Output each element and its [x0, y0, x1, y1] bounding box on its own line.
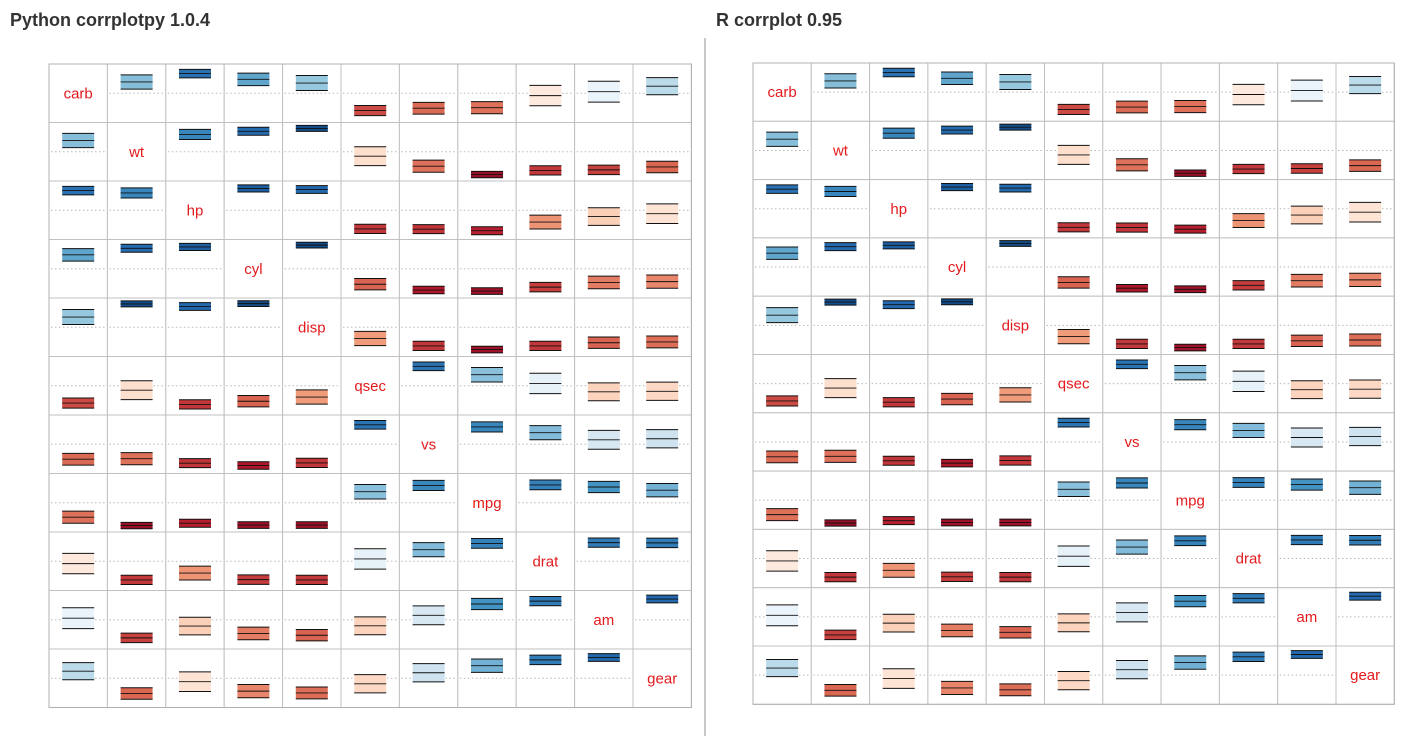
- right-cell: [752, 120, 812, 181]
- left-cell: [106, 297, 167, 357]
- right-cell: [752, 295, 812, 356]
- left-cell: [282, 63, 342, 123]
- left-cell: [223, 239, 284, 299]
- right-var-label: cyl: [948, 259, 966, 276]
- right-cell: [1044, 470, 1104, 530]
- left-cell: [515, 180, 576, 240]
- right-var-label: mpg: [1176, 492, 1205, 509]
- left-panel-title: Python corrplotpy 1.0.4: [10, 10, 211, 30]
- right-cell: [1218, 412, 1279, 472]
- right-var-label: carb: [768, 84, 797, 101]
- right-cell: [985, 62, 1046, 122]
- left-cell: [282, 356, 342, 416]
- right-cell: [1160, 354, 1220, 414]
- right-cell: [1335, 645, 1395, 705]
- right-cell: [927, 237, 987, 297]
- left-cell: [574, 590, 634, 650]
- right-var-label: wt: [832, 142, 849, 159]
- left-frame: [48, 63, 692, 708]
- right-var-label: am: [1296, 609, 1317, 626]
- right-cell: [1335, 470, 1395, 530]
- right-frame: [752, 62, 1395, 705]
- left-cell: [457, 473, 517, 533]
- right-cell: [810, 412, 871, 472]
- left-var-label: wt: [128, 144, 145, 161]
- left-var-label: cyl: [244, 261, 262, 278]
- right-cell: [1044, 295, 1104, 356]
- left-corrplot: carb wt hp cyl disp qsec vs mpg drat am gear: [48, 63, 692, 708]
- right-var-label: qsec: [1058, 376, 1090, 393]
- right-var-label: drat: [1236, 551, 1263, 568]
- left-cell: [574, 239, 634, 299]
- left-var-label: carb: [64, 85, 93, 102]
- right-cell: [1160, 645, 1220, 705]
- right-var-label: disp: [1002, 317, 1030, 334]
- right-cell: [927, 645, 987, 705]
- right-var-label: vs: [1124, 434, 1139, 451]
- left-cell: [282, 239, 342, 299]
- right-cell: [985, 295, 1046, 356]
- right-panel-title: R corrplot 0.95: [716, 10, 843, 30]
- panel-divider: [704, 38, 706, 736]
- right-cell: [1277, 587, 1337, 647]
- left-var-label: drat: [532, 553, 559, 570]
- left-var-label: qsec: [354, 378, 386, 395]
- left-var-label: vs: [421, 436, 436, 453]
- left-cell: [106, 122, 167, 182]
- left-var-label: gear: [647, 670, 677, 687]
- left-cell: [632, 473, 692, 533]
- left-cell: [48, 122, 108, 182]
- left-cell: [398, 531, 459, 591]
- left-cell: [48, 63, 108, 123]
- right-var-label: hp: [890, 201, 907, 218]
- left-var-label: disp: [298, 319, 326, 336]
- right-var-label: gear: [1350, 667, 1380, 684]
- left-cell: [340, 356, 400, 416]
- right-cell: [1102, 528, 1162, 589]
- right-cell: [1102, 412, 1162, 472]
- left-cell: [223, 590, 284, 650]
- left-cell: [223, 648, 284, 708]
- left-var-label: hp: [187, 202, 204, 219]
- right-cell: [985, 237, 1046, 297]
- left-cell: [632, 180, 692, 240]
- left-cell: [632, 239, 692, 299]
- left-var-label: mpg: [472, 495, 501, 512]
- right-cell: [985, 354, 1046, 414]
- right-cell: [869, 528, 929, 589]
- right-cell: [1218, 528, 1279, 589]
- right-cell: [927, 295, 987, 356]
- left-cell: [106, 180, 167, 240]
- right-corrplot: carb wt hp cyl disp qsec vs mpg drat am gear: [752, 62, 1395, 705]
- left-cell: [340, 297, 400, 357]
- left-cell: [515, 531, 576, 591]
- left-cell: [106, 63, 167, 123]
- left-cell: [48, 297, 108, 357]
- right-cell: [810, 62, 871, 122]
- left-cell: [515, 414, 576, 474]
- right-cell: [1277, 412, 1337, 472]
- right-cell: [1335, 237, 1395, 297]
- right-cell: [810, 120, 871, 181]
- right-cell: [869, 179, 929, 239]
- left-cell: [340, 473, 400, 533]
- left-var-label: am: [593, 612, 614, 629]
- left-cell: [457, 648, 517, 708]
- left-cell: [457, 356, 517, 416]
- left-cell: [165, 531, 225, 591]
- right-cell: [985, 120, 1046, 181]
- right-cell: [1218, 179, 1279, 239]
